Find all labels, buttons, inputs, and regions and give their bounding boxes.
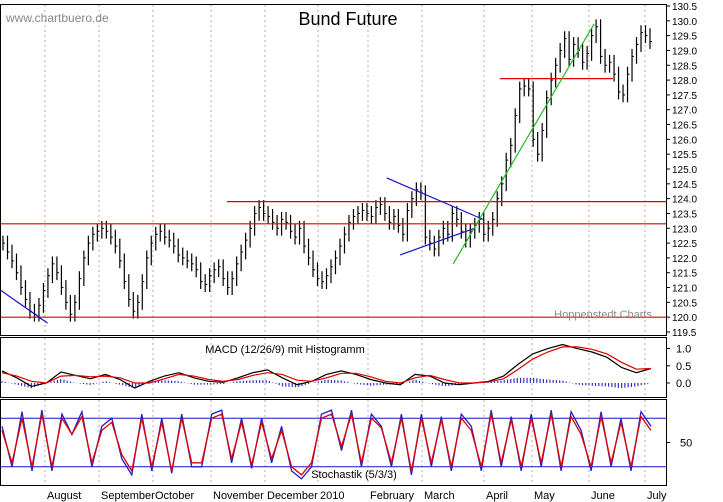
y-tick-label: 126.5	[672, 121, 697, 132]
trend-lines	[0, 23, 666, 324]
y-tick-label: 128.5	[672, 61, 697, 72]
y-tick-label: 130.5	[672, 2, 697, 13]
x-tick-label: June	[591, 490, 615, 502]
macd-series	[1, 343, 652, 389]
y-tick-label: 129.0	[672, 46, 697, 57]
macd-panel-frame	[0, 337, 667, 398]
x-tick-label: February	[370, 490, 415, 502]
x-tick-label: 2010	[320, 490, 344, 502]
x-tick-label: December	[267, 490, 318, 502]
y-tick-label: 125.5	[672, 150, 697, 161]
axis-labels: August September October November December 20…	[47, 2, 697, 502]
y-tick-label: 121.0	[672, 284, 697, 295]
y-tick-label: 1.0	[676, 344, 691, 356]
x-tick-label: May	[534, 490, 555, 502]
y-tick-label: 124.5	[672, 180, 697, 191]
y-tick-label: 0.5	[676, 361, 691, 373]
y-tick-label: 50	[680, 438, 692, 450]
macd-label: MACD (12/26/9) mit Histogramm	[205, 344, 365, 356]
x-tick-label: August	[47, 490, 81, 502]
y-tick-label: 0.0	[676, 378, 691, 390]
x-tick-label: March	[424, 490, 455, 502]
vertical-grid	[44, 5, 646, 485]
y-tick-label: 122.5	[672, 239, 697, 250]
x-tick-label: October	[155, 490, 194, 502]
stochastic-label: Stochastik (5/3/3)	[311, 469, 397, 481]
y-tick-label: 126.0	[672, 135, 697, 146]
price-series	[2, 19, 652, 322]
x-tick-label: April	[486, 490, 508, 502]
y-tick-label: 128.0	[672, 76, 697, 87]
stochastic-series	[1, 409, 666, 480]
y-tick-label: 127.5	[672, 91, 697, 102]
y-tick-label: 122.0	[672, 254, 697, 265]
x-tick-label: July	[647, 490, 667, 502]
credit-text: Hoppenstedt Charts	[554, 309, 652, 321]
y-tick-label: 119.5	[672, 328, 697, 339]
y-tick-label: 130.0	[672, 17, 697, 28]
x-tick-label: November	[213, 490, 264, 502]
y-tick-label: 120.5	[672, 298, 697, 309]
trend-line	[0, 290, 48, 324]
trend-line	[386, 177, 484, 220]
trend-line	[399, 227, 475, 256]
y-tick-label: 127.0	[672, 106, 697, 117]
trend-line	[452, 23, 595, 265]
signal-line	[1, 346, 652, 384]
y-tick-label: 123.5	[672, 209, 697, 220]
y-tick-label: 129.5	[672, 32, 697, 43]
x-tick-label: September	[101, 490, 155, 502]
y-tick-label: 123.0	[672, 224, 697, 235]
watermark-text: www.chartbuero.de	[5, 11, 109, 25]
y-tick-label: 121.5	[672, 269, 697, 280]
y-tick-label: 125.0	[672, 165, 697, 176]
y-tick-label: 124.0	[672, 195, 697, 206]
y-tick-label: 120.0	[672, 313, 697, 324]
chart-title: Bund Future	[298, 9, 397, 29]
stochastic-d-line	[1, 413, 652, 476]
price-panel-frame	[0, 4, 667, 336]
